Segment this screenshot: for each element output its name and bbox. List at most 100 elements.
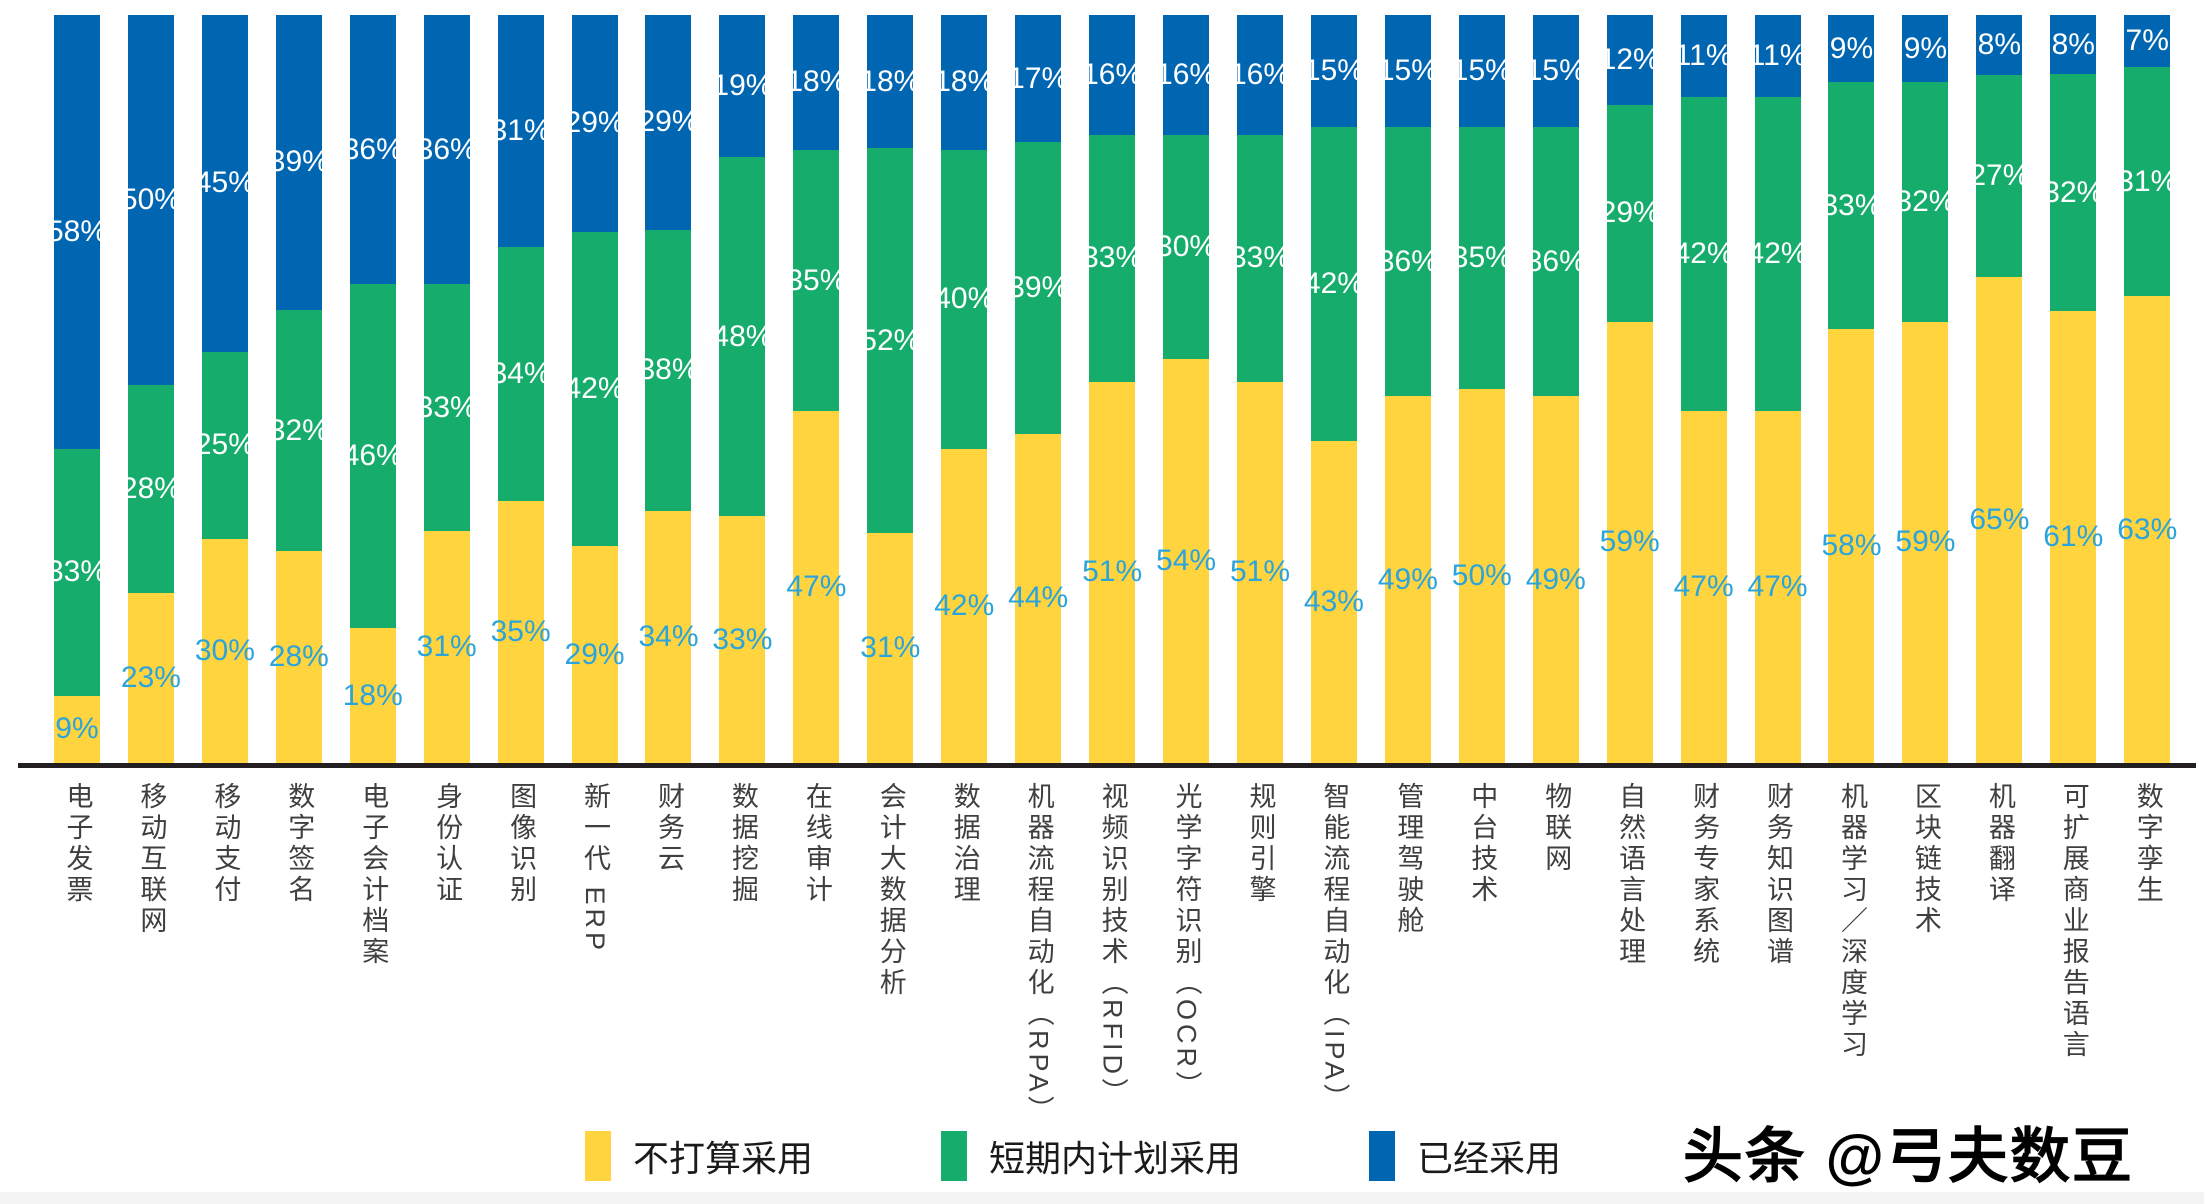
bar-column: 36% 46% 18% bbox=[336, 15, 410, 763]
bar-segment: 47% bbox=[786, 411, 846, 763]
value-label: 43% bbox=[1303, 585, 1364, 619]
x-axis-label-cell: 财务专家系统 bbox=[1667, 782, 1741, 1112]
bar-column: 16% 33% 51% bbox=[1223, 15, 1297, 763]
bar-segment: 33% bbox=[1082, 134, 1142, 382]
bar-segment: 27% bbox=[1969, 74, 2029, 277]
bar-segment: 15% bbox=[1452, 15, 1512, 128]
bar-segment: 29% bbox=[565, 15, 625, 232]
value-label: 15% bbox=[1377, 54, 1438, 88]
bar-column: 15% 35% 50% bbox=[1445, 15, 1519, 763]
value-label: 39% bbox=[1008, 271, 1069, 305]
x-axis-label: 机器学习／深度学习 bbox=[1836, 782, 1867, 1061]
bar-column: 18% 35% 47% bbox=[779, 15, 853, 763]
x-axis-label-cell: 电子会计档案 bbox=[336, 782, 410, 1112]
stacked-bar: 15% 36% 49% bbox=[1526, 15, 1586, 763]
value-label: 32% bbox=[1895, 184, 1956, 218]
stacked-bar: 11% 42% 47% bbox=[1748, 15, 1808, 763]
value-label: 9% bbox=[1829, 31, 1874, 65]
bar-column: 29% 38% 34% bbox=[632, 15, 706, 763]
value-label: 8% bbox=[1977, 27, 2022, 61]
bar-segment: 18% bbox=[860, 15, 920, 149]
value-label: 16% bbox=[1156, 57, 1217, 91]
x-axis-label: 区块链技术 bbox=[1910, 782, 1941, 937]
bar-column: 19% 48% 33% bbox=[705, 15, 779, 763]
value-label: 48% bbox=[712, 319, 773, 353]
value-label: 12% bbox=[1599, 42, 1660, 76]
stacked-bar: 15% 36% 49% bbox=[1378, 15, 1438, 763]
bar-segment: 11% bbox=[1749, 15, 1806, 98]
bar-segment: 32% bbox=[1895, 82, 1955, 322]
value-label: 17% bbox=[1008, 61, 1069, 95]
x-axis-label-cell: 在线审计 bbox=[779, 782, 853, 1112]
bar-column: 11% 42% 47% bbox=[1667, 15, 1741, 763]
x-axis-label-cell: 规则引擎 bbox=[1223, 782, 1297, 1112]
bar-segment: 43% bbox=[1304, 441, 1364, 763]
value-label: 35% bbox=[1451, 241, 1512, 275]
value-label: 51% bbox=[1229, 555, 1290, 589]
bar-segment: 36% bbox=[343, 15, 403, 285]
value-label: 38% bbox=[638, 353, 699, 387]
value-label: 47% bbox=[1747, 570, 1808, 604]
value-label: 27% bbox=[1969, 158, 2030, 192]
value-label: 35% bbox=[786, 263, 847, 297]
stacked-bar: 18% 35% 47% bbox=[786, 15, 846, 763]
bar-column: 36% 33% 31% bbox=[410, 15, 484, 763]
value-label: 34% bbox=[638, 620, 699, 654]
bar-segment: 28% bbox=[269, 551, 329, 763]
value-label: 18% bbox=[934, 65, 995, 99]
bar-segment: 63% bbox=[2117, 296, 2177, 763]
x-axis-label-cell: 视频识别技术（RFID） bbox=[1075, 782, 1149, 1112]
bar-segment: 25% bbox=[195, 351, 255, 539]
value-label: 42% bbox=[564, 371, 625, 405]
value-label: 36% bbox=[416, 132, 477, 166]
bar-segment: 42% bbox=[1304, 127, 1364, 442]
value-label: 19% bbox=[712, 69, 773, 103]
x-axis-label: 规则引擎 bbox=[1245, 782, 1276, 906]
value-label: 59% bbox=[1599, 525, 1660, 559]
bar-segment: 7% bbox=[2124, 15, 2171, 67]
value-label: 18% bbox=[860, 64, 921, 98]
value-label: 11% bbox=[1674, 39, 1733, 73]
bar-segment: 28% bbox=[121, 385, 181, 593]
value-label: 52% bbox=[860, 323, 921, 357]
x-axis-label: 视频识别技术（RFID） bbox=[1097, 782, 1128, 1109]
value-label: 34% bbox=[490, 357, 551, 391]
bar-segment: 8% bbox=[1976, 15, 2023, 75]
x-axis-label: 新一代 ERP bbox=[580, 782, 611, 955]
stacked-bar: 18% 40% 42% bbox=[934, 15, 994, 763]
bar-segment: 40% bbox=[934, 149, 994, 449]
bar-segment: 8% bbox=[2050, 15, 2097, 75]
bar-segment: 31% bbox=[2117, 66, 2177, 297]
bar-segment: 29% bbox=[1600, 104, 1660, 322]
stacked-bar: 31% 34% 35% bbox=[491, 15, 551, 763]
x-axis-label: 数字孪生 bbox=[2132, 782, 2163, 906]
value-label: 29% bbox=[638, 105, 699, 139]
legend-label: 短期内计划采用 bbox=[989, 1138, 1242, 1179]
legend-item-not-planning: 不打算采用 bbox=[585, 1130, 813, 1182]
stacked-bar: 15% 42% 43% bbox=[1304, 15, 1364, 763]
bar-segment: 33% bbox=[1821, 82, 1881, 330]
stacked-bar: 9% 32% 59% bbox=[1895, 15, 1955, 763]
value-label: 33% bbox=[712, 622, 773, 656]
bar-segment: 39% bbox=[269, 15, 329, 310]
bar-column: 7% 31% 63% bbox=[2110, 15, 2184, 763]
value-label: 51% bbox=[1082, 555, 1143, 589]
x-axis-label-cell: 中台技术 bbox=[1445, 782, 1519, 1112]
bar-column: 29% 42% 29% bbox=[558, 15, 632, 763]
stacked-bar: 16% 30% 54% bbox=[1156, 15, 1216, 763]
bar-segment: 47% bbox=[1674, 411, 1734, 763]
bar-segment: 15% bbox=[1378, 15, 1438, 128]
value-label: 31% bbox=[490, 113, 551, 147]
value-label: 15% bbox=[1451, 54, 1512, 88]
legend-swatch-blue bbox=[1369, 1131, 1396, 1181]
x-axis-label: 数字签名 bbox=[284, 782, 315, 906]
x-axis-line bbox=[18, 763, 2196, 768]
stacked-bar: 8% 32% 61% bbox=[2043, 15, 2103, 763]
x-axis-label-cell: 机器学习／深度学习 bbox=[1815, 782, 1889, 1112]
legend-label: 不打算采用 bbox=[633, 1138, 814, 1179]
bar-column: 15% 36% 49% bbox=[1371, 15, 1445, 763]
legend-swatch-yellow bbox=[585, 1131, 611, 1181]
value-label: 61% bbox=[2043, 520, 2104, 554]
bar-segment: 11% bbox=[1675, 15, 1733, 98]
